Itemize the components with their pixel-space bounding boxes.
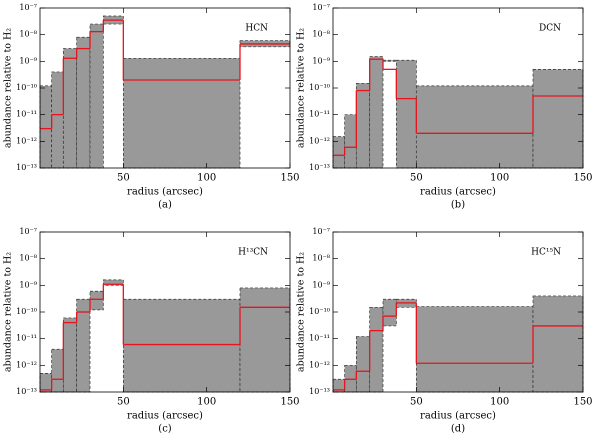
range-box: [355, 82, 371, 169]
x-tick-label: 150: [573, 397, 592, 408]
x-tick-label: 150: [280, 173, 299, 184]
y-tick-label: 10⁻¹²: [16, 136, 37, 145]
range-box: [51, 348, 64, 393]
y-tick-label: 10⁻¹²: [309, 136, 330, 145]
range-box: [382, 59, 397, 62]
y-tick-label: 10⁻¹¹: [309, 334, 330, 343]
range-box: [532, 69, 584, 169]
range-box: [532, 295, 584, 393]
y-tick-label: 10⁻⁹: [19, 56, 37, 65]
range-box: [51, 71, 64, 169]
range-box: [62, 317, 78, 393]
caption: (d): [451, 424, 465, 433]
range-box: [395, 59, 417, 169]
panel-title: H¹³CN: [238, 248, 268, 258]
x-tick-label: 150: [280, 397, 299, 408]
y-axis-label: abundance relative to H₂: [3, 28, 14, 148]
x-tick-label: 100: [197, 173, 216, 184]
range-box: [76, 298, 91, 393]
y-tick-label: 10⁻¹⁰: [309, 83, 330, 92]
y-tick-label: 10⁻⁸: [19, 254, 37, 263]
range-box: [382, 298, 397, 327]
range-box: [415, 85, 534, 169]
caption: (b): [451, 200, 465, 211]
x-axis-label: radius (arcsec): [420, 187, 496, 198]
range-box: [62, 48, 78, 169]
x-axis-label: radius (arcsec): [420, 411, 496, 422]
y-tick-label: 10⁻⁷: [312, 227, 330, 236]
y-tick-label: 10⁻¹⁰: [309, 307, 330, 316]
y-tick-label: 10⁻¹¹: [309, 110, 330, 119]
x-tick-label: 100: [197, 397, 216, 408]
x-tick-label: 100: [490, 173, 509, 184]
y-tick-label: 10⁻⁷: [19, 227, 37, 236]
y-tick-label: 10⁻¹²: [309, 360, 330, 369]
x-tick-label: 50: [410, 173, 423, 184]
y-tick-label: 10⁻¹³: [16, 163, 37, 172]
y-axis-label: abundance relative to H₂: [296, 28, 307, 148]
y-axis-label: abundance relative to H₂: [3, 252, 14, 372]
y-tick-label: 10⁻⁸: [312, 30, 330, 39]
x-tick-label: 50: [117, 173, 130, 184]
y-tick-label: 10⁻⁸: [19, 30, 37, 39]
range-box: [39, 85, 53, 169]
y-tick-label: 10⁻⁸: [312, 254, 330, 263]
y-tick-label: 10⁻¹³: [309, 387, 330, 396]
y-tick-label: 10⁻⁹: [19, 280, 37, 289]
x-tick-label: 50: [410, 397, 423, 408]
range-box: [76, 36, 91, 169]
x-axis-label: radius (arcsec): [127, 187, 203, 198]
y-tick-label: 10⁻¹³: [309, 163, 330, 172]
panel-title: HC¹⁵N: [531, 248, 561, 258]
range-box: [89, 290, 104, 311]
y-axis-label: abundance relative to H₂: [296, 252, 307, 372]
y-tick-label: 10⁻⁹: [312, 56, 330, 65]
x-tick-label: 50: [117, 397, 130, 408]
panel-title: DCN: [539, 24, 561, 34]
range-box: [369, 306, 384, 393]
range-box: [122, 298, 241, 393]
y-tick-label: 10⁻⁷: [19, 3, 37, 12]
panel-title: HCN: [245, 24, 268, 34]
y-tick-label: 10⁻¹⁰: [16, 83, 37, 92]
range-box: [415, 306, 534, 393]
x-tick-label: 100: [490, 397, 509, 408]
y-tick-label: 10⁻¹⁰: [16, 307, 37, 316]
y-tick-label: 10⁻¹¹: [16, 110, 37, 119]
range-box: [344, 114, 357, 169]
y-tick-label: 10⁻⁷: [312, 3, 330, 12]
range-box: [39, 373, 53, 393]
caption: (c): [158, 424, 172, 433]
range-box: [102, 279, 124, 286]
range-box: [369, 56, 384, 169]
range-box: [355, 336, 371, 393]
y-tick-label: 10⁻¹²: [16, 360, 37, 369]
range-box: [239, 287, 291, 393]
caption: (a): [158, 200, 172, 211]
x-axis-label: radius (arcsec): [127, 411, 203, 422]
range-box: [89, 23, 104, 169]
x-tick-label: 150: [573, 173, 592, 184]
y-tick-label: 10⁻¹³: [16, 387, 37, 396]
range-box: [122, 57, 241, 169]
y-tick-label: 10⁻¹¹: [16, 334, 37, 343]
y-tick-label: 10⁻⁹: [312, 280, 330, 289]
